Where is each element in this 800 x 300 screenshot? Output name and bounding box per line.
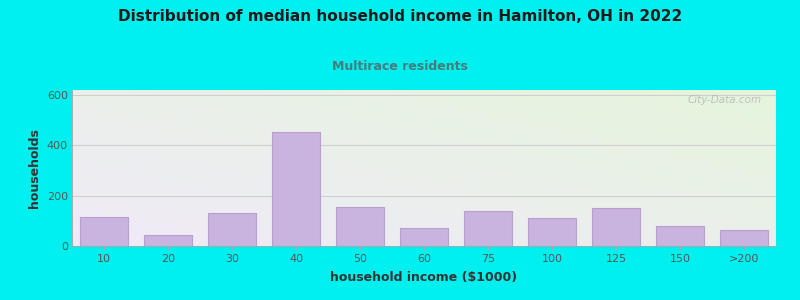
Bar (656, 226, 704, 246)
Bar (272, 131, 320, 246)
Bar (336, 207, 384, 246)
X-axis label: household income ($1000): household income ($1000) (330, 271, 518, 284)
Bar (144, 235, 192, 246)
Bar (400, 228, 448, 246)
Bar (80, 217, 128, 246)
Bar (592, 208, 640, 246)
Text: Multirace residents: Multirace residents (332, 60, 468, 73)
Text: Distribution of median household income in Hamilton, OH in 2022: Distribution of median household income … (118, 9, 682, 24)
Bar (720, 230, 768, 246)
Text: City-Data.com: City-Data.com (688, 95, 762, 105)
Y-axis label: households: households (28, 128, 41, 208)
Bar (528, 218, 576, 246)
Bar (208, 213, 256, 246)
Bar (464, 211, 512, 246)
